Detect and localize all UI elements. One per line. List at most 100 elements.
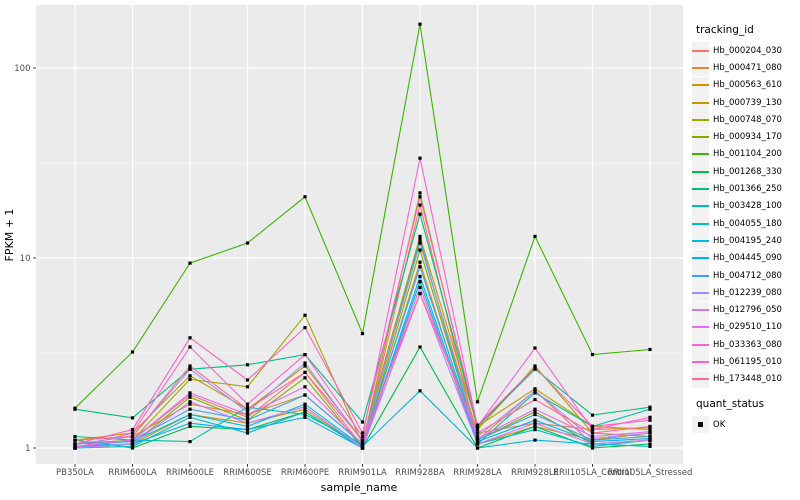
data-point-marker bbox=[245, 412, 250, 417]
x-tick-label: RRIM928BA bbox=[395, 468, 445, 478]
legend-item: Hb_033363_080 bbox=[692, 336, 800, 354]
legend-label: Hb_000563_610 bbox=[713, 80, 782, 91]
data-point-marker bbox=[590, 437, 595, 441]
data-point-marker bbox=[475, 434, 480, 439]
data-point-marker bbox=[245, 415, 250, 419]
y-tick-label: 1 bbox=[25, 444, 30, 454]
legend-title-quant-status: quant_status bbox=[696, 397, 765, 410]
data-point-marker bbox=[590, 431, 595, 435]
data-point-marker bbox=[475, 400, 480, 404]
legend-key-line-icon bbox=[692, 42, 709, 60]
legend-item: Hb_004195_240 bbox=[692, 232, 800, 250]
data-point-marker bbox=[418, 265, 422, 269]
data-point-marker bbox=[245, 410, 250, 414]
data-point-marker bbox=[533, 424, 537, 428]
plot-panel: 1 10 100 PB350LA RRIM600LA RRIM600LE RRIM600SE… bbox=[14, 5, 692, 478]
legend-item: Hb_012239_080 bbox=[692, 284, 800, 302]
data-point-marker bbox=[418, 345, 422, 349]
legend-line-swatch bbox=[692, 188, 709, 191]
data-point-marker bbox=[533, 397, 537, 402]
legend-line-swatch bbox=[692, 360, 709, 363]
data-point-marker bbox=[303, 402, 307, 406]
legend-key-line-icon bbox=[692, 180, 709, 198]
data-point-marker bbox=[533, 346, 537, 350]
legend-item: Hb_001366_250 bbox=[692, 180, 800, 198]
data-point-marker bbox=[533, 387, 537, 391]
legend-line-swatch bbox=[692, 222, 709, 225]
legend-line-swatch bbox=[692, 66, 709, 69]
legend-key-line-icon bbox=[692, 336, 709, 354]
data-point-marker bbox=[360, 446, 365, 450]
legend-item: Hb_061195_010 bbox=[692, 353, 800, 371]
x-tick-label: PB350LA bbox=[56, 468, 94, 478]
data-point-marker bbox=[188, 391, 192, 395]
legend-key-line-icon bbox=[692, 76, 709, 94]
data-point-marker bbox=[73, 438, 77, 442]
data-point-marker bbox=[303, 361, 307, 365]
legend-item: Hb_004055_180 bbox=[692, 215, 800, 233]
legend-line-swatch bbox=[692, 118, 709, 121]
legend-title-tracking-id: tracking_id bbox=[696, 24, 754, 36]
data-point-marker bbox=[475, 428, 480, 432]
legend-label: Hb_033363_080 bbox=[713, 339, 782, 350]
legend-item: Hb_000471_080 bbox=[692, 59, 800, 77]
data-point-marker bbox=[130, 442, 135, 446]
data-point-marker bbox=[245, 428, 250, 432]
data-point-marker bbox=[648, 418, 652, 422]
data-point-marker bbox=[303, 364, 307, 368]
data-point-marker bbox=[245, 363, 250, 367]
data-point-marker bbox=[648, 442, 652, 446]
data-point-marker bbox=[533, 407, 537, 411]
legend-point-swatch bbox=[698, 422, 703, 427]
data-point-marker bbox=[130, 434, 135, 439]
data-point-marker bbox=[360, 431, 365, 435]
data-point-marker bbox=[418, 291, 422, 296]
legend-label: Hb_000471_080 bbox=[713, 62, 782, 73]
data-point-marker bbox=[533, 438, 537, 442]
x-tick-label: RRIM600PE bbox=[281, 468, 329, 478]
legend-item: Hb_173448_010 bbox=[692, 370, 800, 388]
data-point-marker bbox=[245, 421, 250, 425]
data-point-marker bbox=[188, 421, 192, 425]
data-point-marker bbox=[188, 400, 192, 404]
x-tick-label: RRIM928LA bbox=[453, 468, 502, 478]
data-point-marker bbox=[648, 415, 652, 419]
data-point-marker bbox=[590, 434, 595, 439]
legend-key-line-icon bbox=[692, 267, 709, 284]
data-point-marker bbox=[418, 248, 422, 252]
x-axis-title: sample_name bbox=[321, 481, 398, 494]
legend-line-swatch bbox=[692, 291, 709, 294]
data-point-marker bbox=[303, 370, 307, 374]
legend-key-line-icon bbox=[692, 163, 709, 181]
data-point-marker bbox=[188, 261, 192, 265]
legend-line-swatch bbox=[692, 309, 709, 312]
data-point-marker bbox=[360, 438, 365, 442]
data-point-marker bbox=[418, 285, 422, 289]
data-point-marker bbox=[188, 412, 192, 417]
data-point-marker bbox=[188, 377, 192, 381]
data-point-marker bbox=[360, 420, 365, 424]
data-point-marker bbox=[188, 345, 192, 349]
data-point-marker bbox=[73, 434, 77, 439]
data-point-marker bbox=[245, 407, 250, 411]
data-point-marker bbox=[533, 389, 537, 393]
data-point-marker bbox=[245, 241, 250, 245]
data-point-marker bbox=[245, 431, 250, 435]
data-point-marker bbox=[188, 407, 192, 411]
legend-item: Hb_001104_200 bbox=[692, 145, 800, 163]
data-point-marker bbox=[648, 347, 652, 352]
data-point-marker bbox=[533, 366, 537, 370]
data-point-marker bbox=[303, 195, 307, 199]
data-point-marker bbox=[590, 413, 595, 417]
legend-line-swatch bbox=[692, 49, 709, 52]
data-point-marker bbox=[303, 326, 307, 330]
data-point-marker bbox=[590, 442, 595, 446]
data-point-marker bbox=[418, 212, 422, 216]
data-point-marker bbox=[188, 336, 192, 340]
legend-line-swatch bbox=[692, 84, 709, 87]
legend-key-line-icon bbox=[692, 232, 709, 250]
x-tick-label: RRII105LA_Stressed bbox=[608, 468, 693, 478]
data-point-marker bbox=[303, 415, 307, 419]
legend-item: Hb_000934_170 bbox=[692, 128, 800, 146]
data-point-marker bbox=[303, 353, 307, 357]
